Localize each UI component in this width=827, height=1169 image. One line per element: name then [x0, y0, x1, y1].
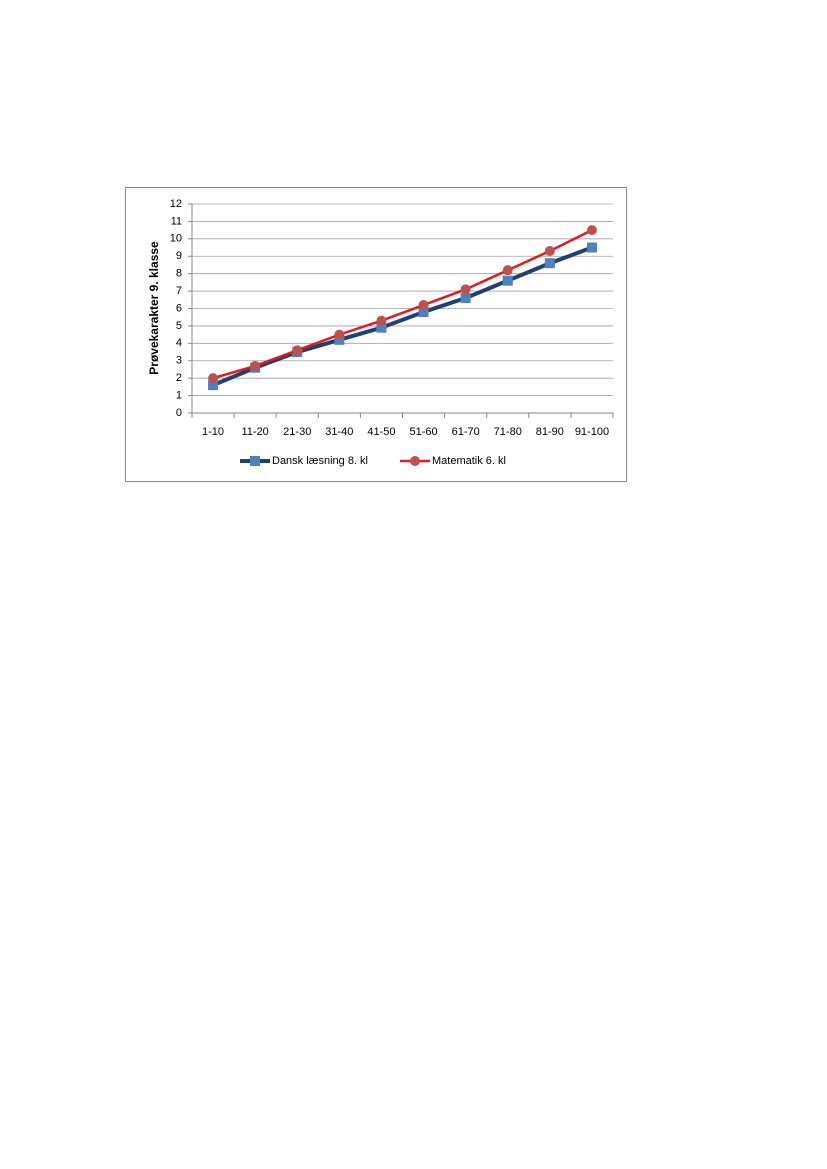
y-tick-label: 9 — [176, 250, 182, 262]
y-tick-label: 7 — [176, 285, 182, 297]
x-tick-label: 71-80 — [494, 426, 522, 438]
marker — [250, 360, 261, 371]
marker — [418, 300, 429, 311]
marker — [544, 246, 555, 257]
y-tick-label: 8 — [176, 268, 182, 280]
y-tick-label: 1 — [176, 389, 182, 401]
y-tick-label: 11 — [171, 215, 182, 227]
y-tick-label: 3 — [176, 355, 182, 367]
marker — [334, 329, 345, 340]
series-line — [212, 229, 593, 380]
marker — [208, 380, 219, 391]
x-tick-label: 1-10 — [202, 426, 224, 438]
y-tick-label: 4 — [176, 337, 182, 349]
y-tick-label: 6 — [176, 302, 182, 314]
marker — [544, 258, 555, 269]
marker — [586, 225, 597, 236]
legend-label: Matematik 6. kl — [432, 455, 506, 467]
marker — [410, 456, 420, 466]
x-tick-label: 51-60 — [409, 426, 437, 438]
marker — [376, 322, 387, 333]
marker — [502, 265, 513, 276]
y-axis-title: Prøvekarakter 9. klasse — [147, 241, 161, 375]
x-tick-label: 31-40 — [325, 426, 353, 438]
marker — [460, 284, 471, 295]
x-tick-label: 61-70 — [452, 426, 480, 438]
chart-frame — [125, 187, 627, 482]
marker — [292, 345, 303, 356]
marker — [334, 334, 345, 345]
marker — [586, 242, 597, 253]
marker — [250, 456, 260, 466]
x-tick-label: 91-100 — [575, 426, 609, 438]
x-tick-label: 21-30 — [283, 426, 311, 438]
series-line — [212, 245, 593, 387]
marker — [208, 373, 219, 384]
x-tick-label: 11-20 — [241, 426, 268, 438]
y-tick-label: 2 — [176, 372, 182, 384]
y-tick-label: 12 — [170, 198, 182, 210]
marker — [376, 315, 387, 326]
marker — [460, 293, 471, 304]
x-tick-label: 81-90 — [536, 426, 564, 438]
x-tick-label: 41-50 — [367, 426, 395, 438]
legend-label: Dansk læsning 8. kl — [272, 455, 368, 467]
marker — [502, 275, 513, 286]
marker — [418, 306, 429, 317]
y-tick-label: 5 — [176, 320, 182, 332]
y-tick-label: 0 — [176, 407, 182, 419]
y-tick-label: 10 — [170, 233, 182, 245]
